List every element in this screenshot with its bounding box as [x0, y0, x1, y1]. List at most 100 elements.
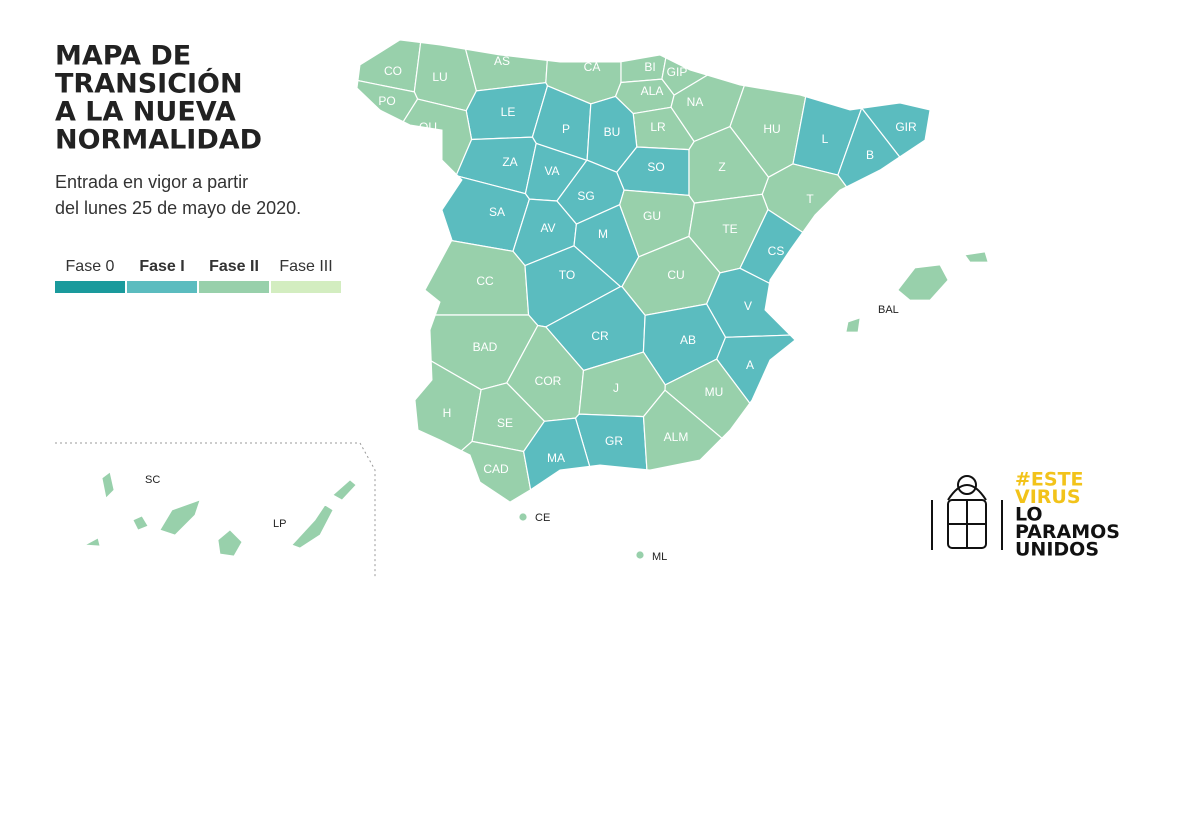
- province-label: B: [866, 148, 874, 162]
- province-label: J: [613, 381, 619, 395]
- province: [545, 40, 622, 105]
- province-label: ZA: [502, 155, 517, 169]
- province-label: L: [822, 132, 829, 146]
- province-label: VA: [544, 164, 559, 178]
- territory: ML: [635, 550, 667, 563]
- province-label: GIP: [667, 65, 688, 79]
- territory-shape: [332, 479, 357, 501]
- province-label: GR: [605, 434, 623, 448]
- province: [357, 98, 473, 258]
- legend-swatch: [199, 281, 269, 293]
- province-label: OU: [419, 120, 437, 134]
- province-label: AB: [680, 333, 696, 347]
- province-label: HU: [763, 122, 780, 136]
- logo-line: PARAMOS: [1015, 521, 1120, 543]
- legend-label: Fase III: [279, 258, 332, 275]
- province-label: M: [598, 227, 608, 241]
- territory-label: ML: [652, 551, 667, 563]
- territory-shape: [101, 471, 115, 499]
- province-label: SA: [489, 205, 505, 219]
- province-label: GU: [643, 209, 661, 223]
- province-label: Z: [718, 160, 725, 174]
- province-label: SO: [647, 160, 664, 174]
- province-label: SG: [577, 189, 594, 203]
- territory-shape: [83, 537, 101, 547]
- province-label: GIR: [895, 120, 917, 134]
- province: [716, 331, 930, 502]
- legend-label: Fase II: [209, 258, 259, 275]
- province-label: CAD: [483, 462, 509, 476]
- province-label: AS: [494, 54, 510, 68]
- province-label: TO: [559, 268, 575, 282]
- province: [357, 68, 419, 268]
- territory-shape: [897, 264, 949, 301]
- province-label: CR: [591, 329, 609, 343]
- province-label: MA: [547, 451, 565, 465]
- province-label: MU: [705, 385, 724, 399]
- territory: SC: [83, 471, 243, 557]
- territory-label: SC: [145, 474, 160, 486]
- legend-label: Fase I: [139, 258, 184, 275]
- territory-label: CE: [535, 512, 550, 524]
- legend-swatch: [55, 281, 125, 293]
- subtitle-line: del lunes 25 de mayo de 2020.: [55, 198, 301, 218]
- province-label: ALA: [641, 84, 664, 98]
- territory-shape: [217, 529, 243, 557]
- subtitle-line: Entrada en vigor a partir: [55, 172, 248, 192]
- territory: LP: [273, 479, 357, 549]
- province-label: COR: [535, 374, 562, 388]
- province-label: PO: [378, 94, 395, 108]
- legend-swatch: [127, 281, 197, 293]
- province-label: NA: [687, 95, 704, 109]
- territory-shape: [964, 251, 989, 263]
- legend-label: Fase 0: [66, 258, 115, 275]
- peninsula-border: [356, 39, 931, 503]
- province-label: CO: [384, 64, 402, 78]
- territory-shape: [518, 512, 528, 522]
- province: [642, 389, 868, 502]
- territory-shape: [845, 317, 861, 333]
- province-label: P: [562, 122, 570, 136]
- logo-line: VIRUS: [1015, 486, 1081, 508]
- province-label: CA: [584, 60, 601, 74]
- province-label: V: [744, 299, 752, 313]
- province: [837, 106, 930, 371]
- province-label: TE: [722, 222, 737, 236]
- province-label: BAD: [473, 340, 498, 354]
- province-label: LE: [501, 105, 516, 119]
- province-label: H: [443, 406, 452, 420]
- legend-swatch: [271, 281, 341, 293]
- province-label: BU: [604, 125, 621, 139]
- province-label: A: [746, 358, 754, 372]
- province-label: LU: [432, 70, 447, 84]
- territory-label: LP: [273, 518, 286, 530]
- province-label: CC: [476, 274, 494, 288]
- canary-frame: [55, 442, 376, 578]
- logo-line: #ESTE: [1015, 469, 1084, 491]
- crest: [931, 475, 1003, 550]
- province: [705, 267, 867, 338]
- province-label: T: [806, 192, 814, 206]
- territory: BAL: [845, 251, 989, 333]
- territory-label: BAL: [878, 304, 899, 316]
- province-label: CU: [667, 268, 684, 282]
- province-label: BI: [644, 60, 655, 74]
- territory-shape: [291, 504, 334, 549]
- title-line: MAPA DE: [55, 41, 191, 72]
- territory-shape: [635, 550, 645, 560]
- territory-shape: [132, 515, 149, 531]
- province-label: AV: [540, 221, 555, 235]
- province-label: ALM: [664, 430, 689, 444]
- logo-line: LO: [1015, 504, 1043, 526]
- logo-line: UNIDOS: [1015, 539, 1099, 561]
- province-label: LR: [650, 120, 666, 134]
- province: [357, 40, 427, 93]
- province-label: CS: [768, 244, 785, 258]
- title-line: A LA NUEVA: [55, 97, 236, 128]
- title-line: NORMALIDAD: [55, 125, 262, 156]
- province-label: SE: [497, 416, 513, 430]
- territory-shape: [159, 499, 201, 536]
